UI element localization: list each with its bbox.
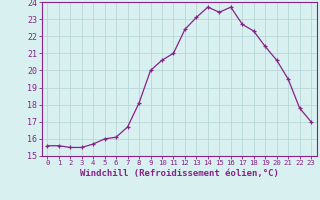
X-axis label: Windchill (Refroidissement éolien,°C): Windchill (Refroidissement éolien,°C) bbox=[80, 169, 279, 178]
